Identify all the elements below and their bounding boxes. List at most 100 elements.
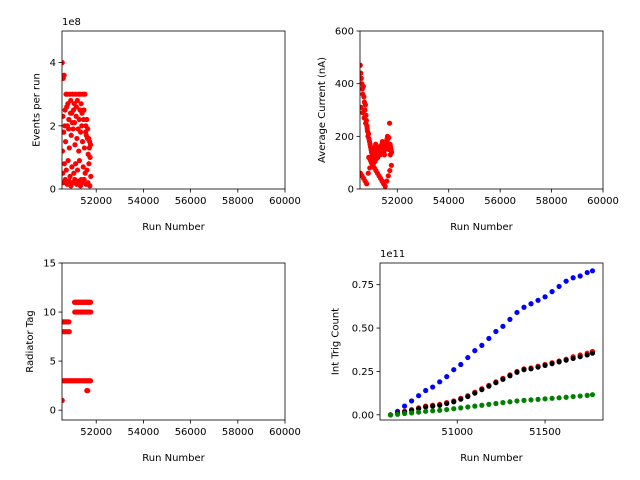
data-point <box>362 102 368 108</box>
data-point <box>451 367 457 373</box>
y-tick-label: 0.00 <box>352 410 374 421</box>
data-point <box>409 398 415 404</box>
axes-frame <box>61 30 286 190</box>
y-tick-label: 2 <box>50 121 56 132</box>
data-point <box>472 390 478 396</box>
data-point <box>62 397 65 403</box>
y-tick-label: 0.50 <box>352 324 374 335</box>
y-tick-label: 10 <box>43 308 56 319</box>
data-point <box>71 101 77 107</box>
data-point <box>514 309 520 316</box>
data-point <box>66 116 72 123</box>
data-point <box>577 354 583 360</box>
subplot-1: 52000 54000 56000 58000 60000 0 2 4 Run Number Ev… <box>32 17 301 233</box>
x-axis-label: Run Number <box>460 453 523 464</box>
data-point <box>521 367 527 373</box>
data-point <box>493 328 499 335</box>
data-point <box>465 393 471 400</box>
data-point <box>387 152 393 158</box>
x-tick-label: 60000 <box>269 427 301 438</box>
data-point <box>542 396 548 402</box>
data-point <box>563 394 569 400</box>
data-point <box>373 141 379 147</box>
data-point <box>87 154 93 160</box>
data-point <box>465 404 471 410</box>
data-point <box>549 395 555 401</box>
data-point <box>444 406 450 413</box>
data-point <box>360 110 366 116</box>
data-point <box>535 396 541 402</box>
y-tick-label: 0.25 <box>352 367 374 378</box>
data-point <box>81 145 88 151</box>
x-tick-label: 54000 <box>128 196 160 207</box>
data-point <box>500 376 506 382</box>
data-point <box>363 120 369 126</box>
axes-frame <box>379 262 604 421</box>
data-point <box>365 170 371 176</box>
data-point <box>437 379 443 385</box>
data-point <box>542 362 548 368</box>
data-point <box>549 361 555 367</box>
subplot-3: 52000 54000 56000 58000 60000 0 5 10 15 Run Numbe… <box>25 259 301 465</box>
axis-offset-label: 1e11 <box>380 249 405 260</box>
data-point <box>66 319 72 325</box>
data-point <box>479 402 485 408</box>
data-points <box>62 299 94 403</box>
data-point <box>570 393 576 400</box>
y-tick-label: 5 <box>50 357 56 368</box>
data-point <box>528 366 534 372</box>
data-point <box>76 148 82 154</box>
data-point <box>384 178 390 184</box>
data-point <box>81 107 87 113</box>
data-points <box>387 268 596 418</box>
axes-frame <box>61 262 286 421</box>
data-point <box>81 176 87 183</box>
y-axis-label: Int Trig Count <box>330 308 341 375</box>
data-point <box>528 397 534 403</box>
data-point <box>423 408 429 414</box>
x-tick-label: 52000 <box>381 196 413 207</box>
data-point <box>387 167 393 174</box>
data-point <box>388 162 394 168</box>
data-point <box>88 309 94 315</box>
data-point <box>361 94 367 100</box>
data-point <box>577 393 583 399</box>
data-point <box>521 397 527 403</box>
data-point <box>62 113 66 119</box>
data-point <box>556 283 562 290</box>
x-tick-label: 51500 <box>529 427 561 438</box>
x-tick-label: 56000 <box>175 427 207 438</box>
data-point <box>74 135 80 142</box>
data-point <box>556 359 562 365</box>
data-point <box>514 398 520 404</box>
data-point <box>507 399 513 405</box>
x-axis-label: Run Number <box>142 453 205 464</box>
data-point <box>423 387 429 394</box>
x-axis-label: Run Number <box>450 222 513 233</box>
data-point <box>78 101 84 107</box>
data-point <box>570 355 576 362</box>
data-point <box>87 378 94 384</box>
data-point <box>360 70 364 76</box>
data-point <box>87 183 93 189</box>
y-tick-label: 0 <box>348 185 354 196</box>
data-point <box>62 148 66 154</box>
data-point <box>577 273 583 279</box>
data-point <box>486 383 492 389</box>
y-tick-label: 600 <box>335 27 354 38</box>
data-point <box>507 316 513 322</box>
x-tick-label: 56000 <box>175 196 207 207</box>
data-point <box>360 75 364 81</box>
data-point <box>500 400 506 406</box>
data-point <box>62 123 68 129</box>
data-point <box>364 181 370 187</box>
data-point <box>507 373 513 379</box>
y-axis-label: Average Current (nA) <box>317 57 328 163</box>
data-point <box>72 142 78 148</box>
axis-offset-label: 1e8 <box>62 17 81 28</box>
data-point <box>401 403 408 409</box>
data-point <box>385 173 391 179</box>
data-point <box>451 406 457 412</box>
data-point <box>360 62 363 68</box>
